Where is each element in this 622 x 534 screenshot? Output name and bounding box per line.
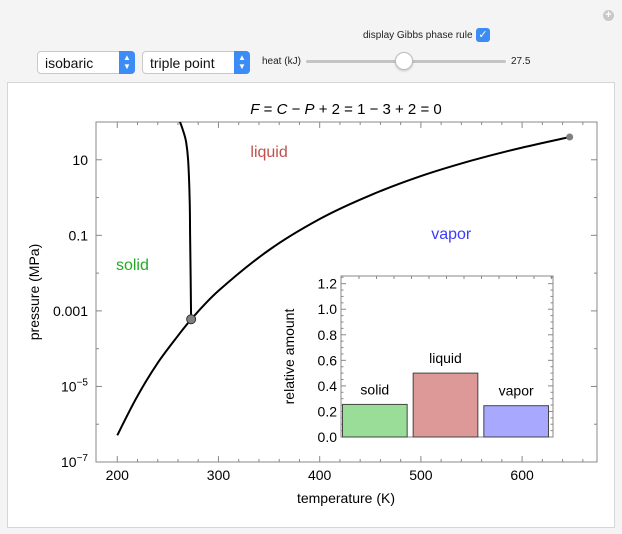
vaporization-curve	[190, 136, 570, 320]
y-tick-label: 0.001	[53, 303, 88, 319]
plot-frame	[95, 121, 598, 463]
inset-y-tick-label: 1.2	[318, 276, 338, 292]
y-tick-base: 0.1	[69, 227, 89, 243]
title-part: C	[277, 101, 288, 118]
inset-y-tick-label: 0.0	[318, 429, 338, 445]
y-tick-exponent: −5	[77, 377, 89, 388]
bar-label-vapor: vapor	[499, 383, 534, 399]
region-label-liquid: liquid	[250, 144, 287, 161]
y-tick-base: 10	[72, 152, 88, 168]
inset-y-tick-label: 0.4	[318, 378, 338, 394]
bar-liquid	[412, 372, 479, 438]
inset-y-tick-label: 0.6	[318, 352, 338, 368]
y-tick-label: 0.1	[69, 227, 89, 243]
y-axis-label: pressure (MPa)	[26, 244, 42, 340]
mode-select-value: isobaric	[45, 55, 94, 71]
region-label-vapor: vapor	[431, 226, 472, 243]
bar-label-solid: solid	[360, 381, 389, 397]
x-tick-label: 300	[207, 467, 231, 483]
bar-solid	[342, 403, 408, 438]
bar-vapor	[483, 405, 550, 438]
heat-label: heat (kJ)	[262, 56, 301, 67]
point-select[interactable]: triple point ▲ ▼	[142, 51, 250, 74]
y-tick-label: 10−5	[61, 377, 88, 394]
title-part: + 2 = 1 − 3 + 2 = 0	[315, 101, 442, 118]
y-tick-base: 0.001	[53, 303, 88, 319]
heat-slider-thumb[interactable]	[395, 52, 413, 70]
gibbs-rule-checkbox[interactable]: ✓	[476, 28, 490, 42]
inset-y-axis-label: relative amount	[281, 309, 297, 405]
inset-y-tick-label: 0.2	[318, 403, 338, 419]
y-tick-exponent: −7	[77, 453, 89, 464]
chevron-updown-icon: ▲ ▼	[119, 51, 135, 74]
inset-y-tick-label: 1.0	[318, 301, 338, 317]
chart-title: F = C − P + 2 = 1 − 3 + 2 = 0	[250, 101, 441, 118]
triple-point-marker	[186, 314, 197, 325]
sublimation-curve	[116, 318, 192, 436]
add-icon[interactable]: +	[603, 10, 614, 21]
point-select-value: triple point	[150, 55, 215, 71]
melting-curve	[179, 121, 193, 320]
chevron-updown-icon: ▲ ▼	[234, 51, 250, 74]
bar-label-liquid: liquid	[429, 350, 462, 366]
y-tick-label: 10	[72, 152, 88, 168]
gibbs-rule-label: display Gibbs phase rule	[363, 30, 473, 41]
title-part: P	[305, 101, 315, 118]
x-tick-label: 500	[409, 467, 433, 483]
y-tick-base: 10	[61, 454, 77, 470]
x-axis-label: temperature (K)	[297, 490, 395, 506]
y-tick-label: 10−7	[61, 453, 88, 470]
x-tick-label: 400	[308, 467, 332, 483]
region-label-solid: solid	[116, 257, 149, 274]
title-part: −	[287, 101, 304, 118]
inset-y-tick-label: 0.8	[318, 327, 338, 343]
title-part: =	[259, 101, 276, 118]
x-tick-label: 200	[106, 467, 130, 483]
mode-select[interactable]: isobaric ▲ ▼	[37, 51, 135, 74]
y-tick-base: 10	[61, 378, 77, 394]
checkmark-icon: ✓	[478, 29, 488, 41]
title-part: F	[250, 101, 260, 118]
heat-value: 27.5	[511, 56, 531, 67]
critical-point-marker	[566, 133, 574, 141]
x-tick-label: 600	[510, 467, 534, 483]
